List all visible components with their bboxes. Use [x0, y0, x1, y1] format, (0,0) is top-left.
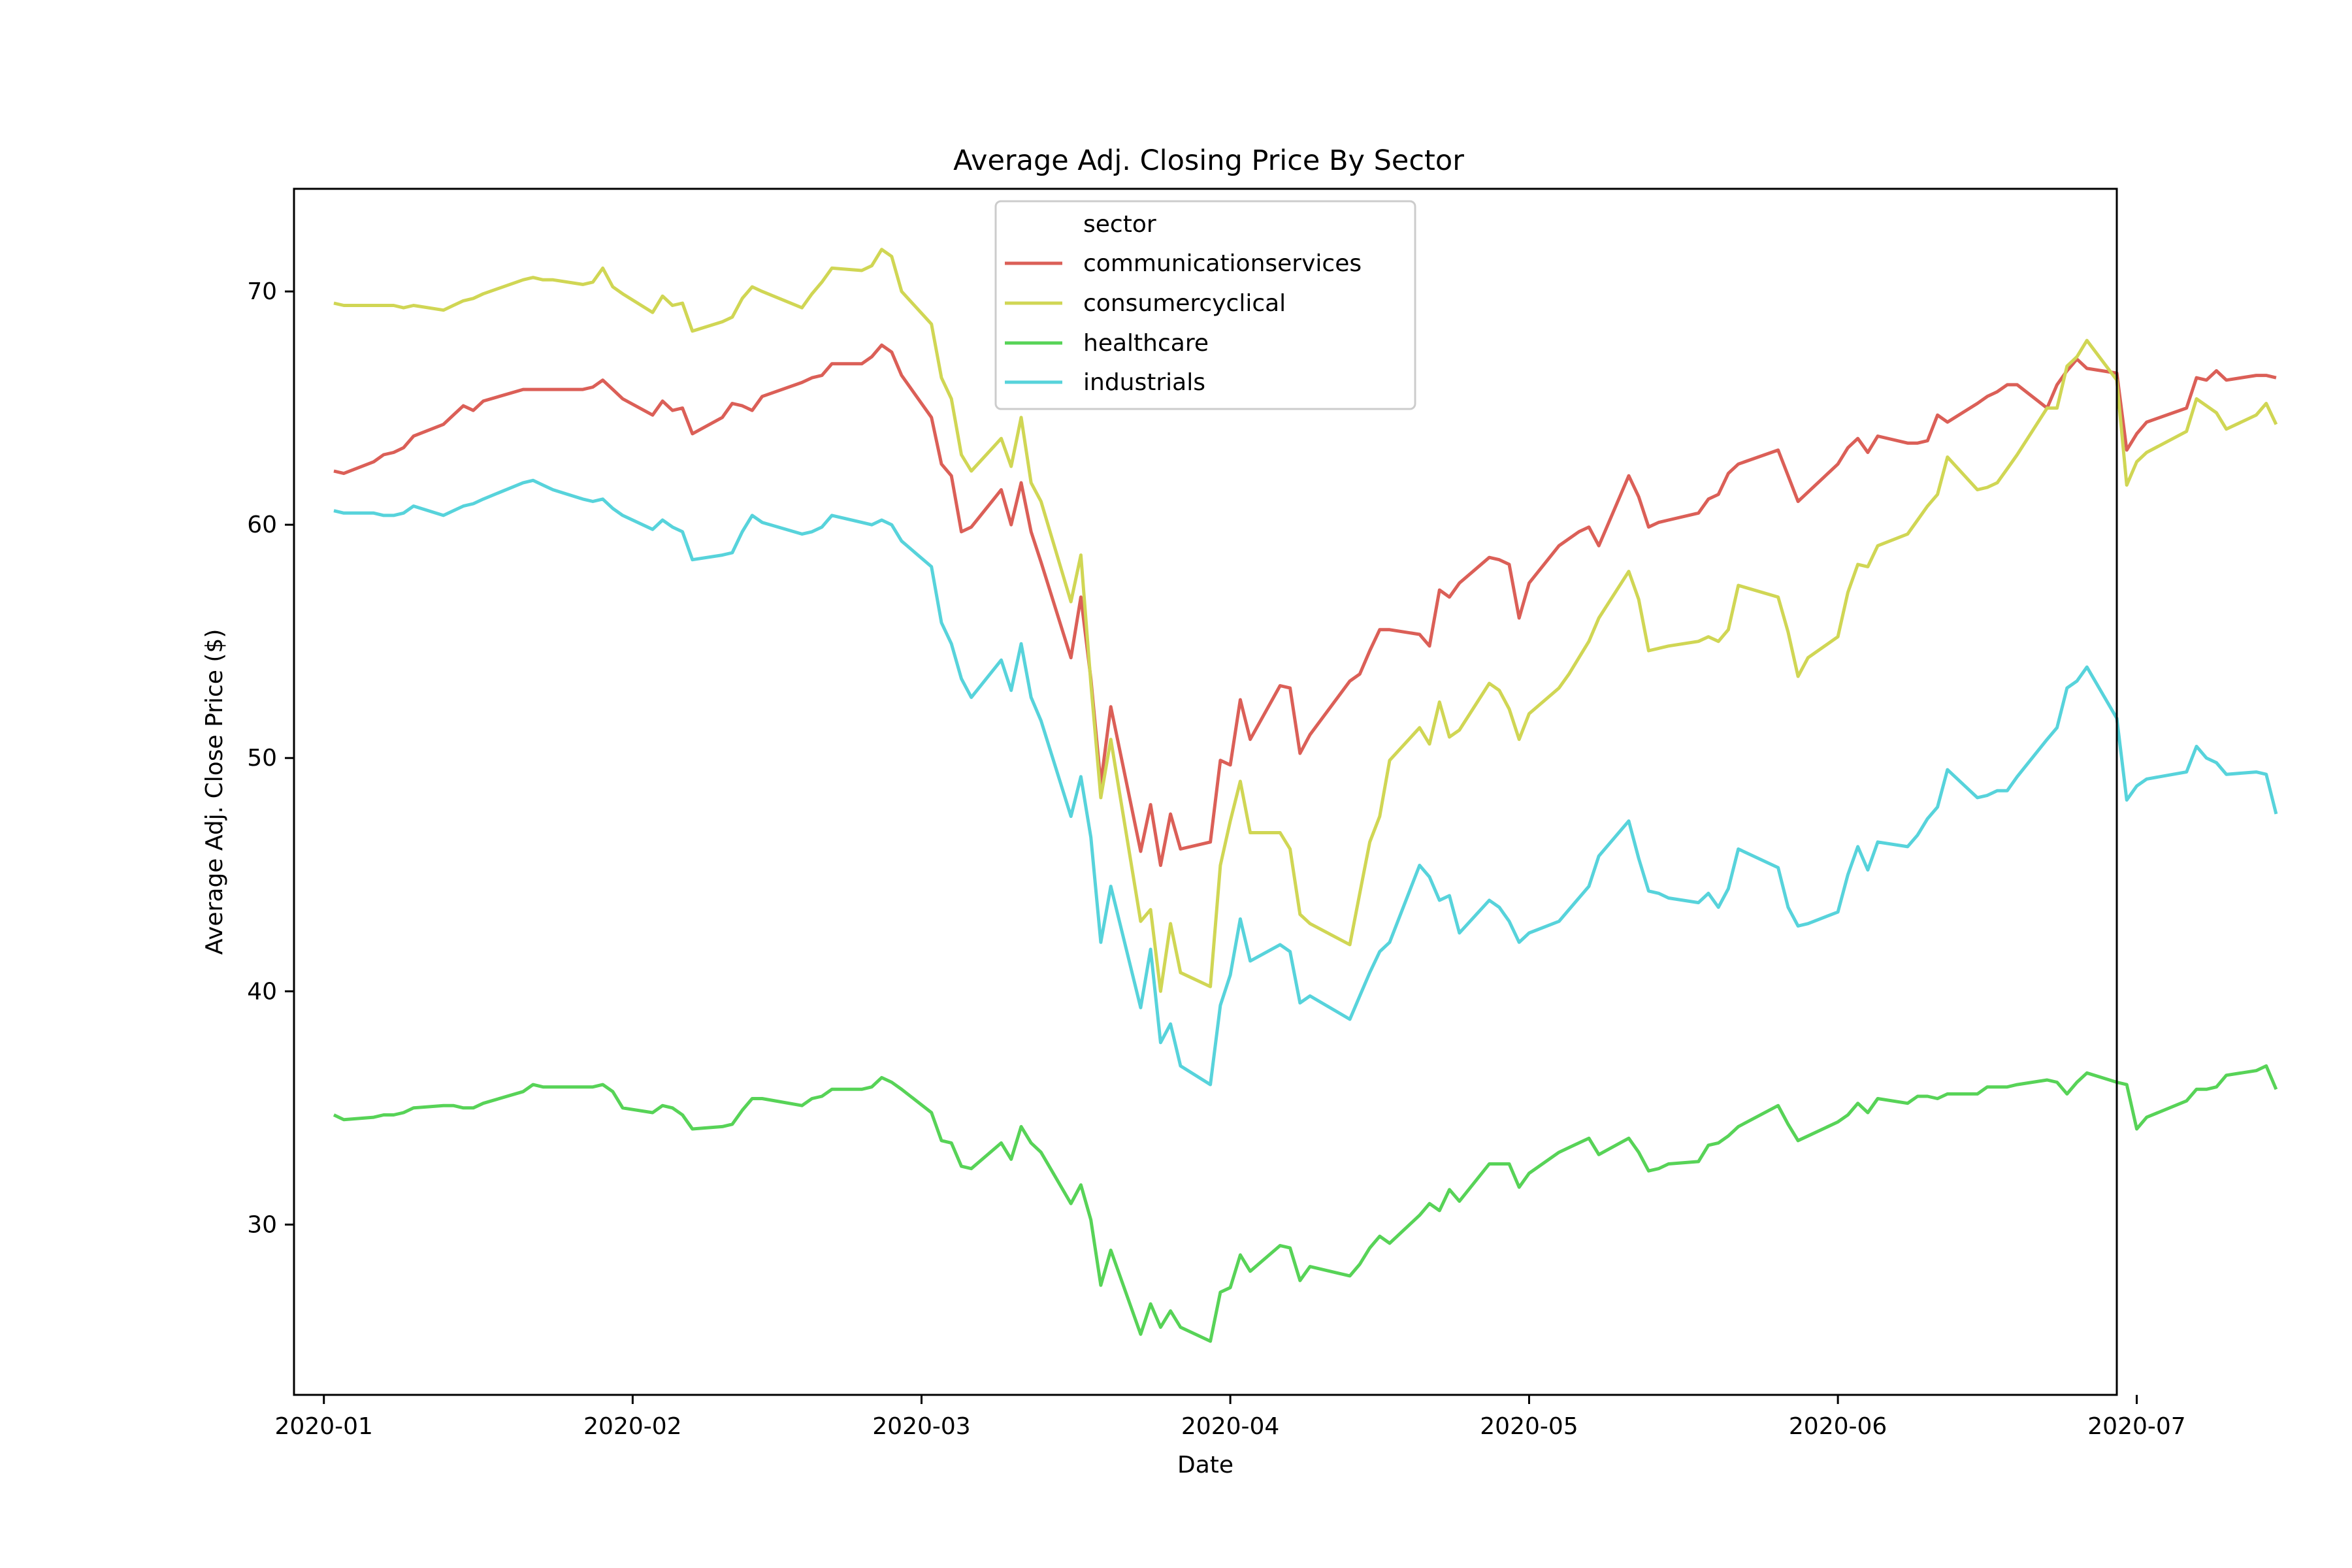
legend-label-communicationservices: communicationservices	[1083, 250, 1362, 277]
legend: sector communicationservices consumercyc…	[994, 200, 1416, 410]
series-line-healthcare	[333, 1064, 2278, 1343]
plot-frame	[293, 188, 2118, 1396]
y-tick-label: 50	[247, 745, 277, 772]
x-axis-title: Date	[1177, 1452, 1233, 1478]
y-tick-label: 70	[247, 278, 277, 305]
x-tick-label: 2020-03	[872, 1413, 970, 1440]
y-tick-label: 40	[247, 978, 277, 1005]
y-tick-label: 30	[247, 1211, 277, 1238]
y-axis: 30 40 50 60 70	[247, 278, 294, 1238]
x-tick-label: 2020-04	[1181, 1413, 1279, 1440]
series-group	[333, 248, 2278, 1343]
legend-label-consumercyclical: consumercyclical	[1083, 290, 1286, 317]
legend-label-industrials: industrials	[1083, 369, 1205, 396]
x-tick-label: 2020-07	[2087, 1413, 2185, 1440]
series-line-communicationservices	[333, 343, 2277, 867]
legend-box	[994, 200, 1416, 410]
chart-title: Average Adj. Closing Price By Sector	[953, 144, 1464, 177]
y-tick-label: 60	[247, 512, 277, 538]
x-tick-label: 2020-06	[1789, 1413, 1887, 1440]
series-line-consumercyclical	[333, 248, 2278, 993]
y-axis-title: Average Adj. Close Price ($)	[201, 629, 228, 955]
x-tick-label: 2020-01	[275, 1413, 373, 1440]
x-axis: 2020-01 2020-02 2020-03 2020-04 2020-05 2020-…	[275, 1395, 2186, 1440]
x-tick-label: 2020-02	[583, 1413, 681, 1440]
x-tick-label: 2020-05	[1480, 1413, 1578, 1440]
legend-title: sector	[1083, 211, 1156, 238]
series-line-industrials	[333, 478, 2278, 1086]
legend-label-healthcare: healthcare	[1083, 330, 1209, 357]
